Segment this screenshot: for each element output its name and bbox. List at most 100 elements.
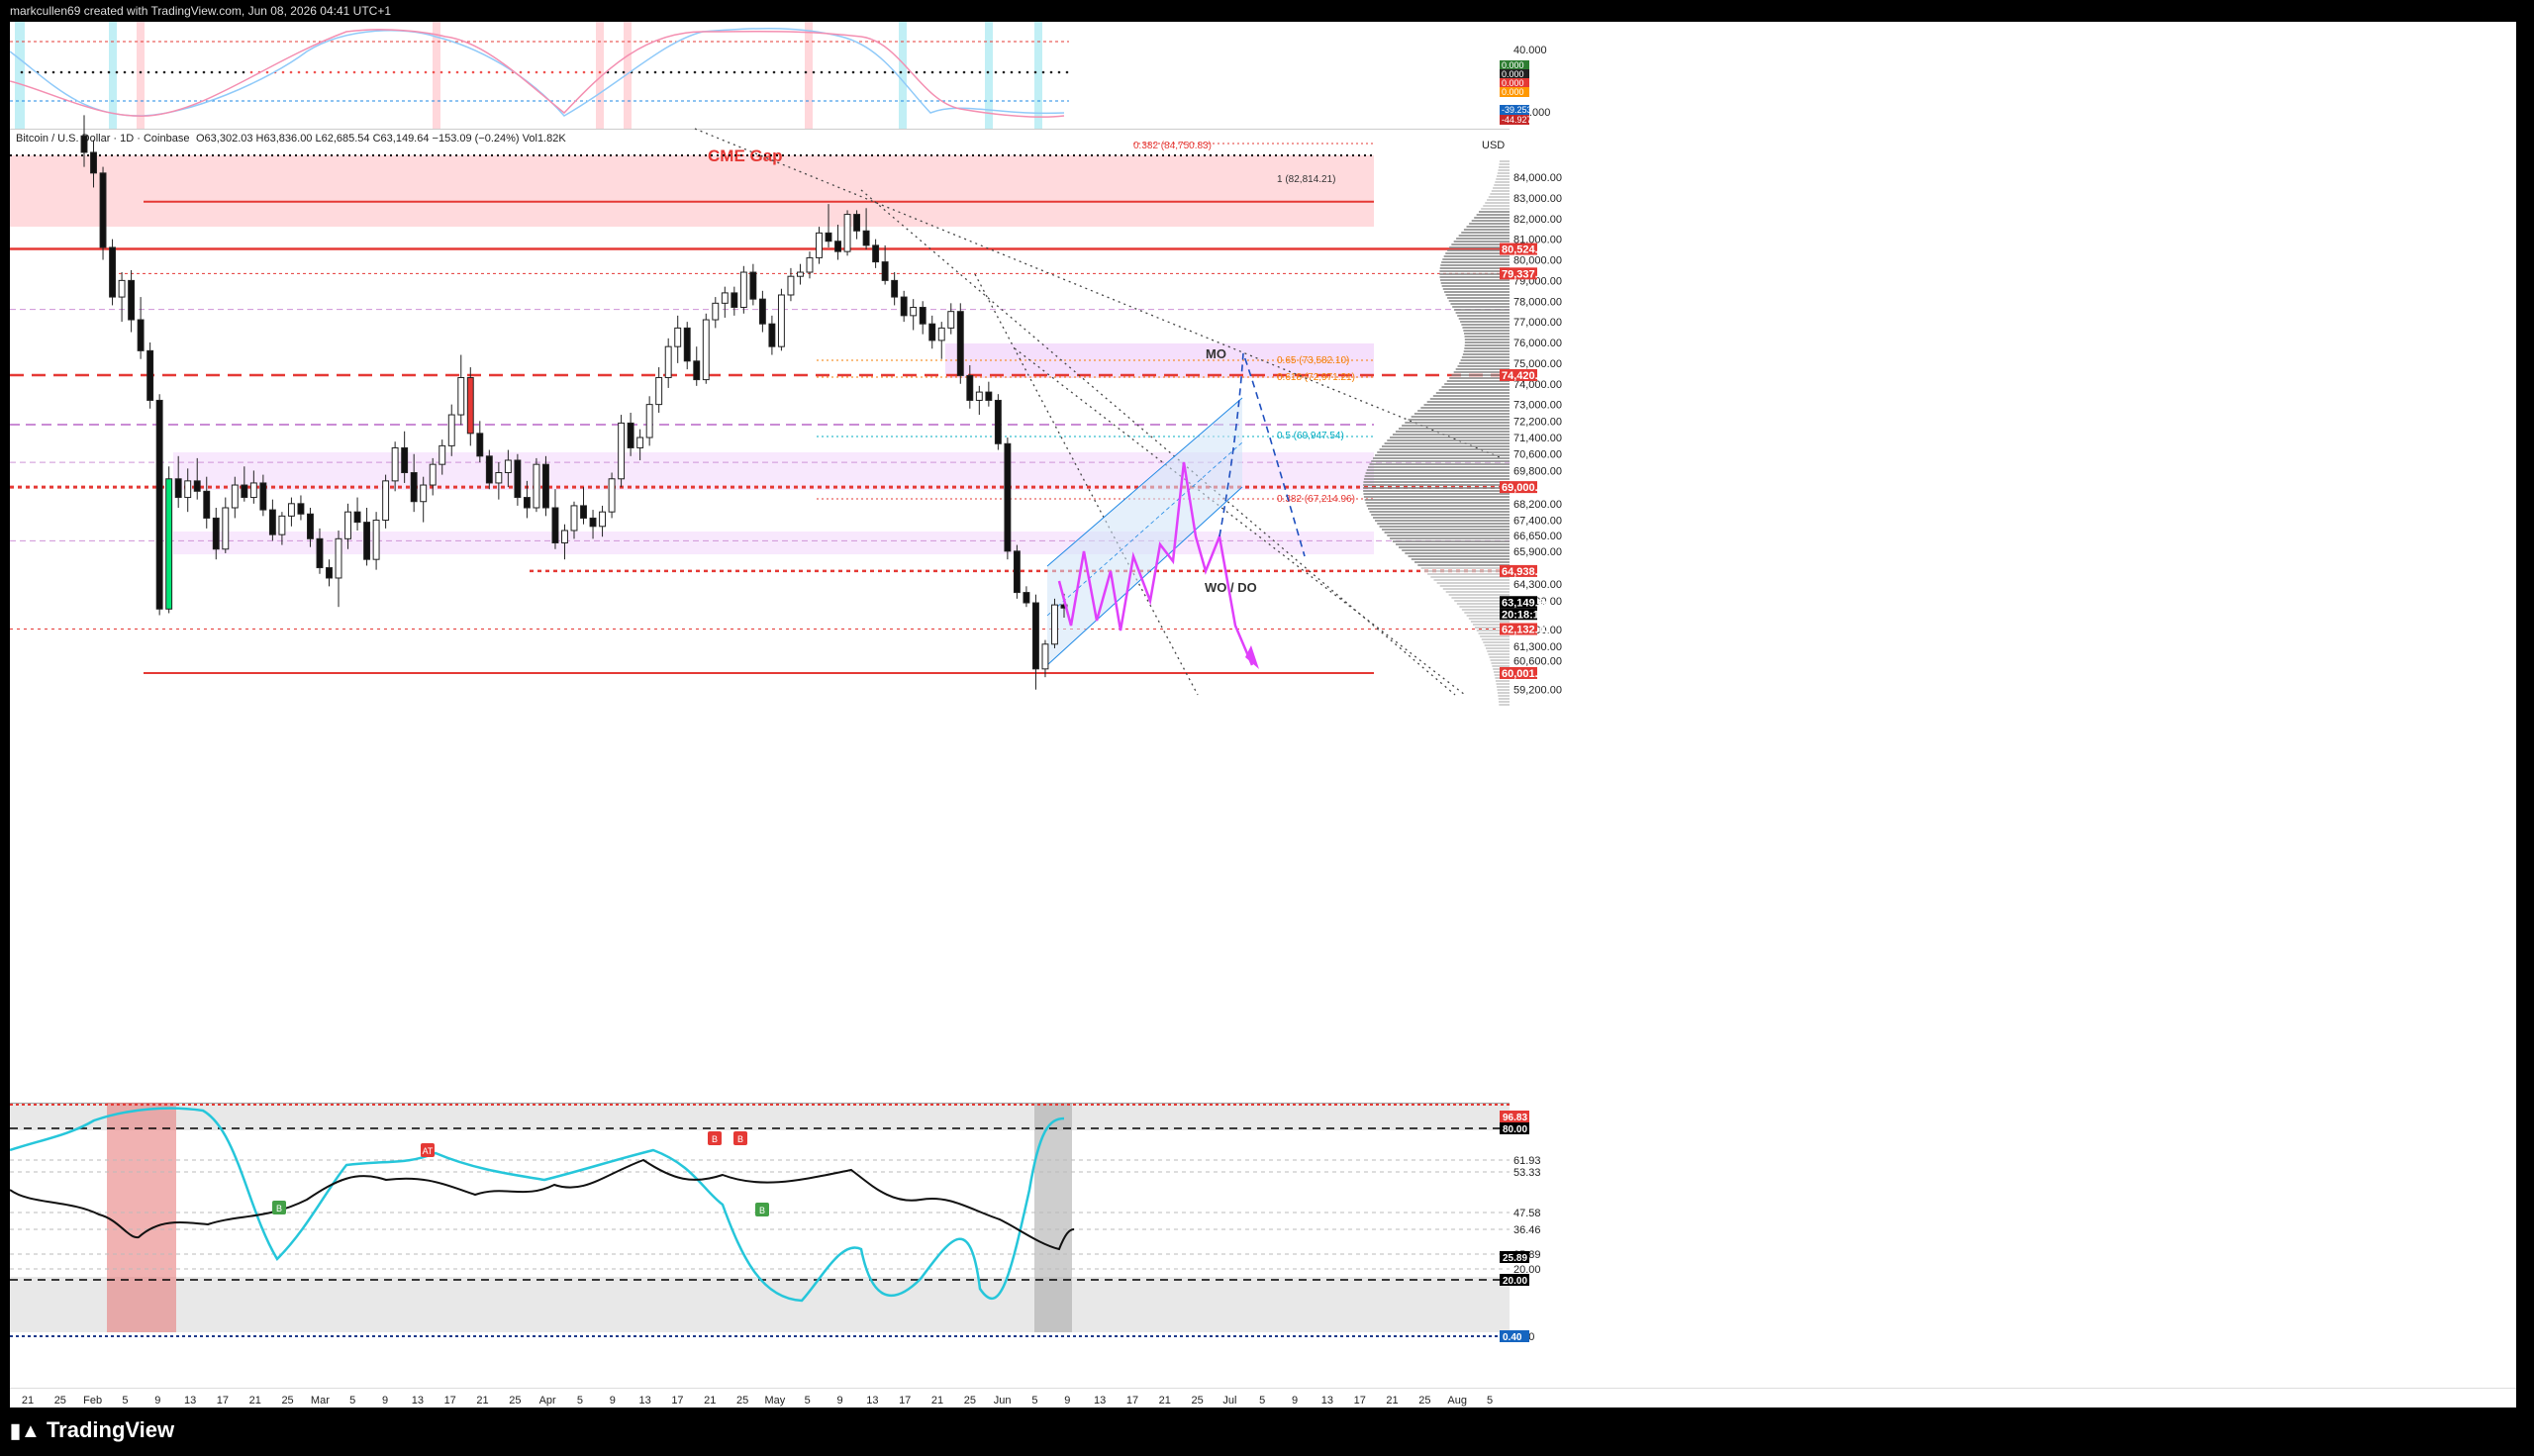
zero-dot (162, 70, 166, 74)
ind-tag-bg (1500, 69, 1529, 79)
volume-bar (1445, 591, 1510, 593)
volume-bar (1439, 267, 1510, 269)
zero-dot (1033, 70, 1037, 74)
volume-bar (1363, 484, 1510, 486)
candle (937, 327, 945, 341)
time-tick: 25 (964, 1395, 976, 1407)
candle (664, 345, 672, 378)
osc-tag-label: 96.83 (1503, 1113, 1527, 1123)
zero-dot (772, 70, 776, 74)
volume-bar (1488, 653, 1510, 655)
candle (618, 422, 626, 480)
osc-tag-label: 20.00 (1503, 1276, 1527, 1287)
candle (429, 463, 437, 486)
chart-svg[interactable]: Bitcoin / U.S. Dollar · 1D · Coinbase O6… (9, 22, 2516, 1407)
volume-bar (1483, 205, 1510, 207)
time-axis[interactable]: 21 25 Feb 5 9 13 17 21 25 Mar 5 9 13 17 21 25 Apr 5 9 13 17 2… (10, 1388, 2516, 1407)
projection-alt (1218, 352, 1306, 557)
price-tag: 74,420.69 (1500, 368, 1550, 382)
volume-bar (1492, 665, 1510, 667)
time-tick: 25 (509, 1395, 521, 1407)
volume-bar (1442, 288, 1510, 290)
volume-bar (1474, 217, 1510, 219)
time-tick: 17 (671, 1395, 683, 1407)
ind-tag-bg (1500, 60, 1529, 70)
price-tick: 71,400.00 (1513, 433, 1562, 444)
zero-dot (226, 70, 230, 74)
chart-canvas[interactable]: Bitcoin / U.S. Dollar · 1D · Coinbase O6… (9, 22, 2516, 1407)
time-tick: Apr (539, 1395, 556, 1407)
candle (608, 478, 616, 513)
candle (739, 271, 747, 309)
price-scale[interactable]: 84,000.0083,000.0082,000.0081,000.0080,0… (1500, 22, 1562, 1407)
candle (580, 505, 587, 519)
price-tick: 75,000.00 (1513, 358, 1562, 370)
time-tick: 5 (577, 1395, 583, 1407)
zero-dot (91, 70, 95, 74)
trendline (860, 189, 1456, 696)
volume-bar (1390, 437, 1510, 438)
volume-bar (1432, 395, 1510, 397)
zero-dot (542, 70, 546, 74)
volume-bar (1365, 502, 1510, 504)
volume-bar (1483, 641, 1510, 643)
signal-badge (733, 1131, 747, 1145)
candle (165, 478, 173, 610)
price-tick: 65,900.00 (1513, 546, 1562, 558)
zero-dot (574, 70, 578, 74)
volume-bar (1451, 597, 1510, 599)
volume-bar (1427, 573, 1510, 575)
candle (872, 244, 880, 263)
zero-dot (1010, 70, 1014, 74)
signal-badge-label: B (276, 1204, 282, 1213)
zero-dot (352, 70, 356, 74)
volume-bar (1362, 487, 1510, 489)
candle (447, 414, 455, 446)
zero-dot (661, 70, 665, 74)
volume-bar (1455, 312, 1510, 314)
time-tick: 25 (1418, 1395, 1430, 1407)
zero-dot (487, 70, 491, 74)
zero-dot (558, 70, 562, 74)
zero-dot (764, 70, 768, 74)
zero-dot (867, 70, 871, 74)
volume-bar (1439, 276, 1510, 278)
price-tag-bg (1500, 596, 1537, 609)
time-tick: 5 (1487, 1395, 1493, 1407)
candle (816, 232, 823, 258)
mo-label: MO (1206, 346, 1226, 361)
time-tick: 21 (249, 1395, 261, 1407)
zero-dot (329, 70, 333, 74)
zero-dot (835, 70, 839, 74)
signal-band (805, 22, 813, 129)
volume-bar (1455, 368, 1510, 370)
zero-dot (883, 70, 887, 74)
osc-tag-bg (1500, 1122, 1529, 1134)
projection-path (1057, 352, 1306, 669)
zero-dot (796, 70, 800, 74)
volume-bar (1496, 178, 1510, 180)
wo-do-label: WO / DO (1205, 580, 1257, 595)
signal-line (9, 1158, 1075, 1251)
candle (523, 497, 531, 509)
zero-dot (875, 70, 879, 74)
signal-badge (272, 1201, 286, 1214)
zero-dot (725, 70, 729, 74)
zero-dot (685, 70, 689, 74)
volume-bar (1377, 451, 1510, 453)
bottom-indicator-pane: AT B B B B (9, 1103, 1510, 1337)
price-tick: 66,650.00 (1513, 531, 1562, 542)
header-credit: markcullen69 created with TradingView.co… (10, 4, 391, 18)
zero-dot (899, 70, 903, 74)
signal-band (433, 22, 440, 129)
candle (363, 522, 371, 560)
time-tick: 21 (704, 1395, 716, 1407)
zero-dot (986, 70, 990, 74)
volume-bar (1399, 546, 1510, 548)
volume-bar (1439, 270, 1510, 272)
volume-bar (1408, 419, 1510, 421)
price-pane[interactable]: Bitcoin / U.S. Dollar · 1D · Coinbase O6… (10, 115, 1510, 706)
ob-zone (10, 1103, 1510, 1130)
zero-dot (249, 70, 253, 74)
